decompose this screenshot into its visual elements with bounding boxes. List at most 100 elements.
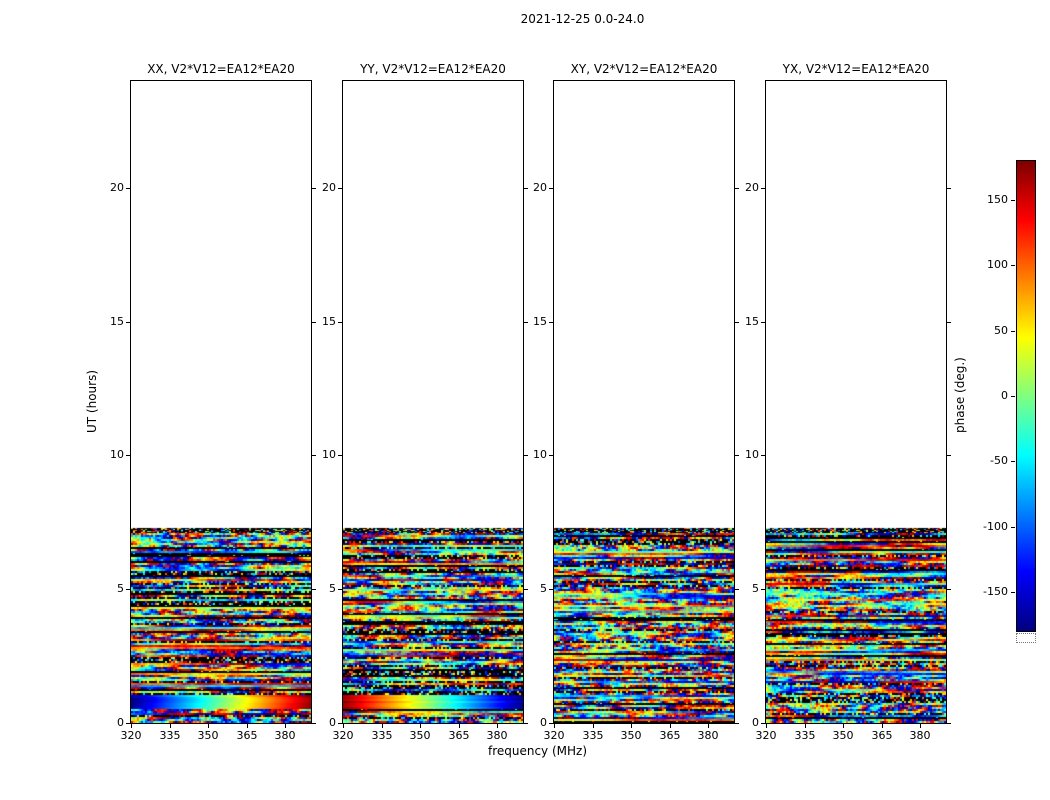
x-tick: [631, 724, 632, 728]
plot-axes: [553, 80, 735, 724]
y-tick-label: 20: [533, 181, 547, 194]
y-tick-right: [947, 723, 951, 724]
colorbar-tick-label: -150: [983, 585, 1008, 598]
x-tick-label: 350: [832, 729, 854, 742]
x-tick-label: 320: [543, 729, 565, 742]
x-tick: [843, 724, 844, 728]
colorbar-tick-label: 50: [994, 324, 1008, 337]
x-axis-label: frequency (MHz): [487, 744, 588, 758]
phase-heatmap-canvas: [554, 81, 734, 723]
y-tick-label: 15: [110, 315, 124, 328]
plot-axes: [130, 80, 312, 724]
x-tick-label: 320: [120, 729, 142, 742]
x-tick: [554, 724, 555, 728]
x-tick: [247, 724, 248, 728]
x-tick-label: 365: [871, 729, 893, 742]
x-tick-label: 380: [697, 729, 719, 742]
y-tick-label: 15: [745, 315, 759, 328]
colorbar-tick-label: 100: [987, 258, 1008, 271]
x-tick-label: 350: [197, 729, 219, 742]
y-tick-label: 15: [322, 315, 336, 328]
x-tick-label: 365: [448, 729, 470, 742]
x-tick: [670, 724, 671, 728]
x-tick: [766, 724, 767, 728]
phase-heatmap-canvas: [766, 81, 946, 723]
panel-title: XY, V2*V12=EA12*EA20: [570, 62, 718, 76]
x-tick: [131, 724, 132, 728]
y-tick-label: 0: [752, 716, 759, 729]
y-tick-label: 10: [533, 448, 547, 461]
y-tick-label: 10: [745, 448, 759, 461]
plot-axes: [765, 80, 947, 724]
x-tick: [593, 724, 594, 728]
y-tick-right: [947, 188, 951, 189]
x-tick-label: 365: [659, 729, 681, 742]
x-tick: [420, 724, 421, 728]
x-tick: [343, 724, 344, 728]
figure-title: 2021-12-25 0.0-24.0: [520, 12, 645, 26]
colorbar-tick-label: 0: [1001, 389, 1008, 402]
x-tick: [805, 724, 806, 728]
panel-title: YX, V2*V12=EA12*EA20: [782, 62, 930, 76]
phase-heatmap-canvas: [131, 81, 311, 723]
x-tick-label: 335: [159, 729, 181, 742]
y-tick-label: 10: [322, 448, 336, 461]
x-tick-label: 335: [371, 729, 393, 742]
x-tick-label: 380: [274, 729, 296, 742]
x-tick-label: 335: [582, 729, 604, 742]
x-tick: [497, 724, 498, 728]
panel-title: YY, V2*V12=EA12*EA20: [360, 62, 506, 76]
x-tick: [285, 724, 286, 728]
panel-title: XX, V2*V12=EA12*EA20: [147, 62, 295, 76]
y-tick-label: 20: [110, 181, 124, 194]
y-tick-label: 10: [110, 448, 124, 461]
y-tick-label: 0: [540, 716, 547, 729]
x-tick: [708, 724, 709, 728]
x-tick-label: 350: [409, 729, 431, 742]
x-tick: [208, 724, 209, 728]
colorbar-tick: [1011, 592, 1015, 593]
panel-xy: XY, V2*V12=EA12*EA20 0 5 10 15 20 320 335 350 36…: [513, 56, 739, 756]
y-tick-label: 20: [322, 181, 336, 194]
x-tick: [920, 724, 921, 728]
panel-yy: YY, V2*V12=EA12*EA20 0 5 10 15 20 320 335 350 36…: [302, 56, 528, 756]
x-tick: [382, 724, 383, 728]
x-tick-label: 380: [909, 729, 931, 742]
y-tick-label: 20: [745, 181, 759, 194]
panel-yx: YX, V2*V12=EA12*EA20 0 5 10 15 20 320 335 350 36…: [725, 56, 951, 756]
colorbar-label: phase (deg.): [953, 357, 967, 433]
colorbar-tick: [1011, 396, 1015, 397]
colorbar-tick: [1011, 265, 1015, 266]
colorbar-tick: [1011, 527, 1015, 528]
y-tick-label: 15: [533, 315, 547, 328]
colorbar-extend-box: [1016, 633, 1036, 643]
x-tick-label: 320: [332, 729, 354, 742]
y-tick-label: 0: [117, 716, 124, 729]
y-tick-label: 0: [329, 716, 336, 729]
panel-xx: XX, V2*V12=EA12*EA20 0 5 10 15 20 320 335 350 36…: [90, 56, 316, 756]
x-tick: [170, 724, 171, 728]
colorbar-gradient-canvas: [1017, 161, 1035, 631]
colorbar: [1016, 160, 1036, 632]
colorbar-tick-label: -50: [990, 454, 1008, 467]
colorbar-tick: [1011, 200, 1015, 201]
colorbar-tick-label: 150: [987, 193, 1008, 206]
x-tick-label: 320: [755, 729, 777, 742]
y-tick-label: 5: [117, 582, 124, 595]
x-tick: [459, 724, 460, 728]
y-tick-label: 5: [540, 582, 547, 595]
y-tick-right: [947, 455, 951, 456]
x-tick: [882, 724, 883, 728]
x-tick-label: 335: [794, 729, 816, 742]
colorbar-tick: [1011, 461, 1015, 462]
x-tick-label: 350: [620, 729, 642, 742]
y-tick-label: 5: [329, 582, 336, 595]
y-tick-label: 5: [752, 582, 759, 595]
y-tick-right: [947, 589, 951, 590]
plot-axes: [342, 80, 524, 724]
y-tick-right: [947, 322, 951, 323]
x-tick-label: 365: [236, 729, 258, 742]
phase-heatmap-canvas: [343, 81, 523, 723]
colorbar-tick-label: -100: [983, 520, 1008, 533]
